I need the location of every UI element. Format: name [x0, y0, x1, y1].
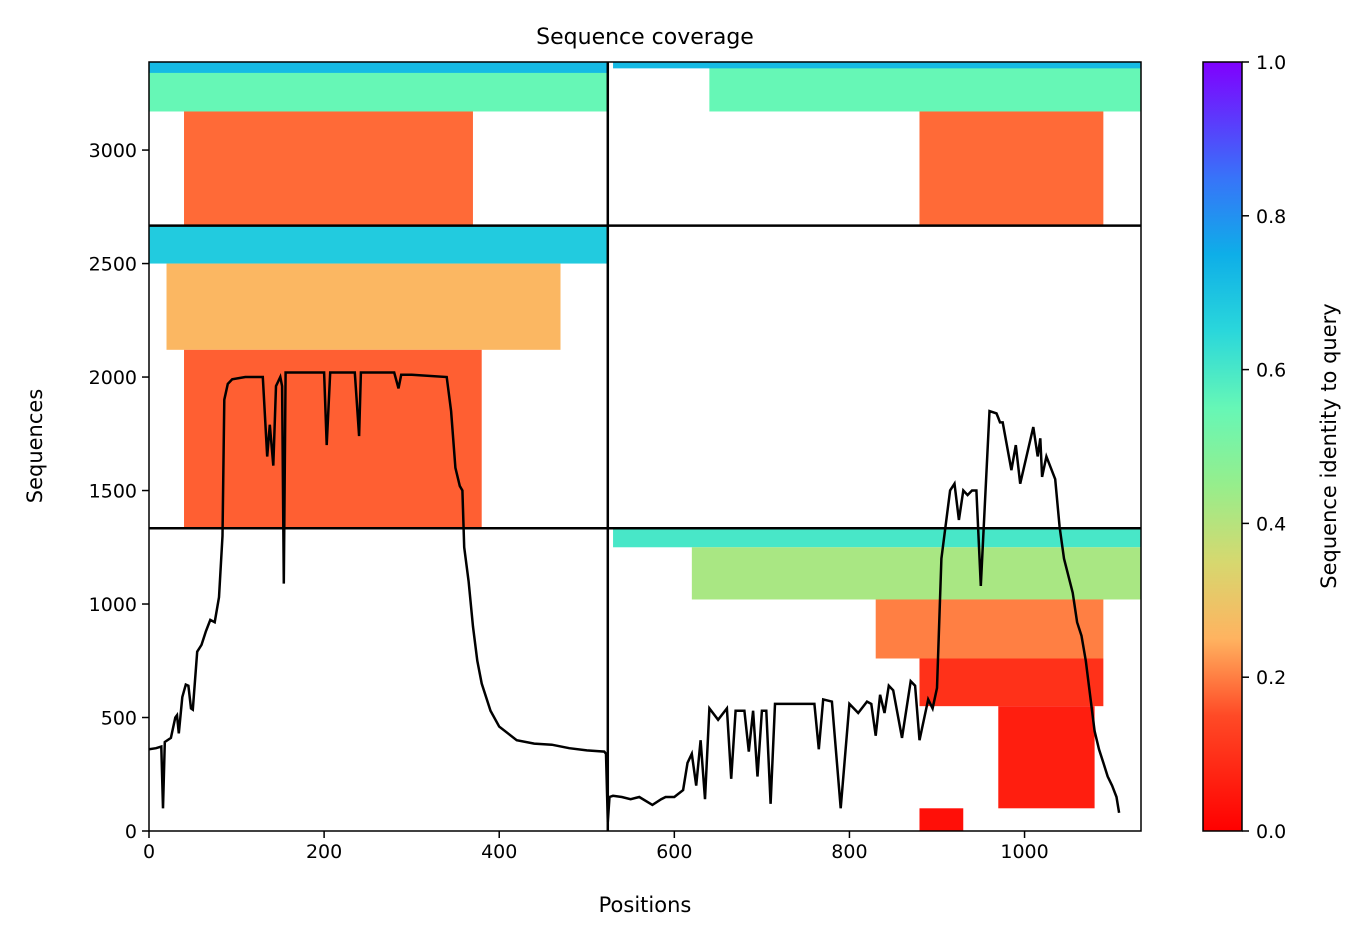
y-tick-label-2500: 2500	[89, 254, 137, 276]
coverage-block-11	[875, 599, 1104, 659]
chart-title: Sequence coverage	[536, 25, 754, 50]
coverage-block-5	[919, 111, 1104, 226]
coverage-block-6	[149, 225, 608, 264]
y-axis-ticks: 0 500 1000 1500 2000 2500 3000	[89, 140, 149, 843]
colorbar-ticks: 0.0 0.2 0.4 0.6 0.8 1.0	[1242, 52, 1286, 843]
coverage-block-13	[998, 706, 1095, 809]
plot-frame	[148, 61, 1142, 832]
colorbar-tick-label-0.4: 0.4	[1256, 513, 1286, 535]
y-axis-label: Sequences	[23, 389, 47, 504]
x-axis-ticks: 0 200 400 600 800 1000	[143, 831, 1049, 863]
colorbar	[1202, 61, 1243, 832]
plot-area	[149, 62, 1141, 831]
coverage-block-9	[613, 528, 1141, 548]
colorbar-tick-label-1.0: 1.0	[1256, 52, 1286, 74]
coverage-block-2	[184, 111, 473, 226]
region-dividers	[149, 62, 1141, 831]
x-tick-label-800: 800	[831, 841, 867, 863]
coverage-line	[149, 371, 1121, 822]
colorbar-tick-label-0.6: 0.6	[1256, 360, 1286, 382]
y-tick-label-0: 0	[125, 821, 137, 843]
x-tick-label-400: 400	[481, 841, 517, 863]
coverage-blocks	[149, 62, 1141, 831]
coverage-block-12	[919, 658, 1104, 707]
y-tick-label-500: 500	[101, 708, 137, 730]
y-tick-label-3000: 3000	[89, 140, 137, 162]
colorbar-label: Sequence identity to query	[1317, 303, 1341, 588]
coverage-block-7	[166, 263, 561, 350]
y-tick-label-1000: 1000	[89, 594, 137, 616]
y-tick-label-1500: 1500	[89, 481, 137, 503]
colorbar-tick-label-0.0: 0.0	[1256, 821, 1286, 843]
colorbar-tick-label-0.2: 0.2	[1256, 667, 1286, 689]
y-tick-label-2000: 2000	[89, 367, 137, 389]
x-tick-label-1000: 1000	[1000, 841, 1048, 863]
coverage-block-3	[709, 62, 1141, 112]
x-axis-label: Positions	[599, 893, 692, 917]
x-tick-label-600: 600	[656, 841, 692, 863]
x-tick-label-0: 0	[143, 841, 155, 863]
coverage-block-1	[149, 62, 608, 73]
coverage-block-4	[613, 62, 1141, 69]
coverage-block-10	[691, 547, 1141, 600]
coverage-block-14	[919, 808, 964, 831]
colorbar-tick-label-0.8: 0.8	[1256, 206, 1286, 228]
x-tick-label-200: 200	[306, 841, 342, 863]
